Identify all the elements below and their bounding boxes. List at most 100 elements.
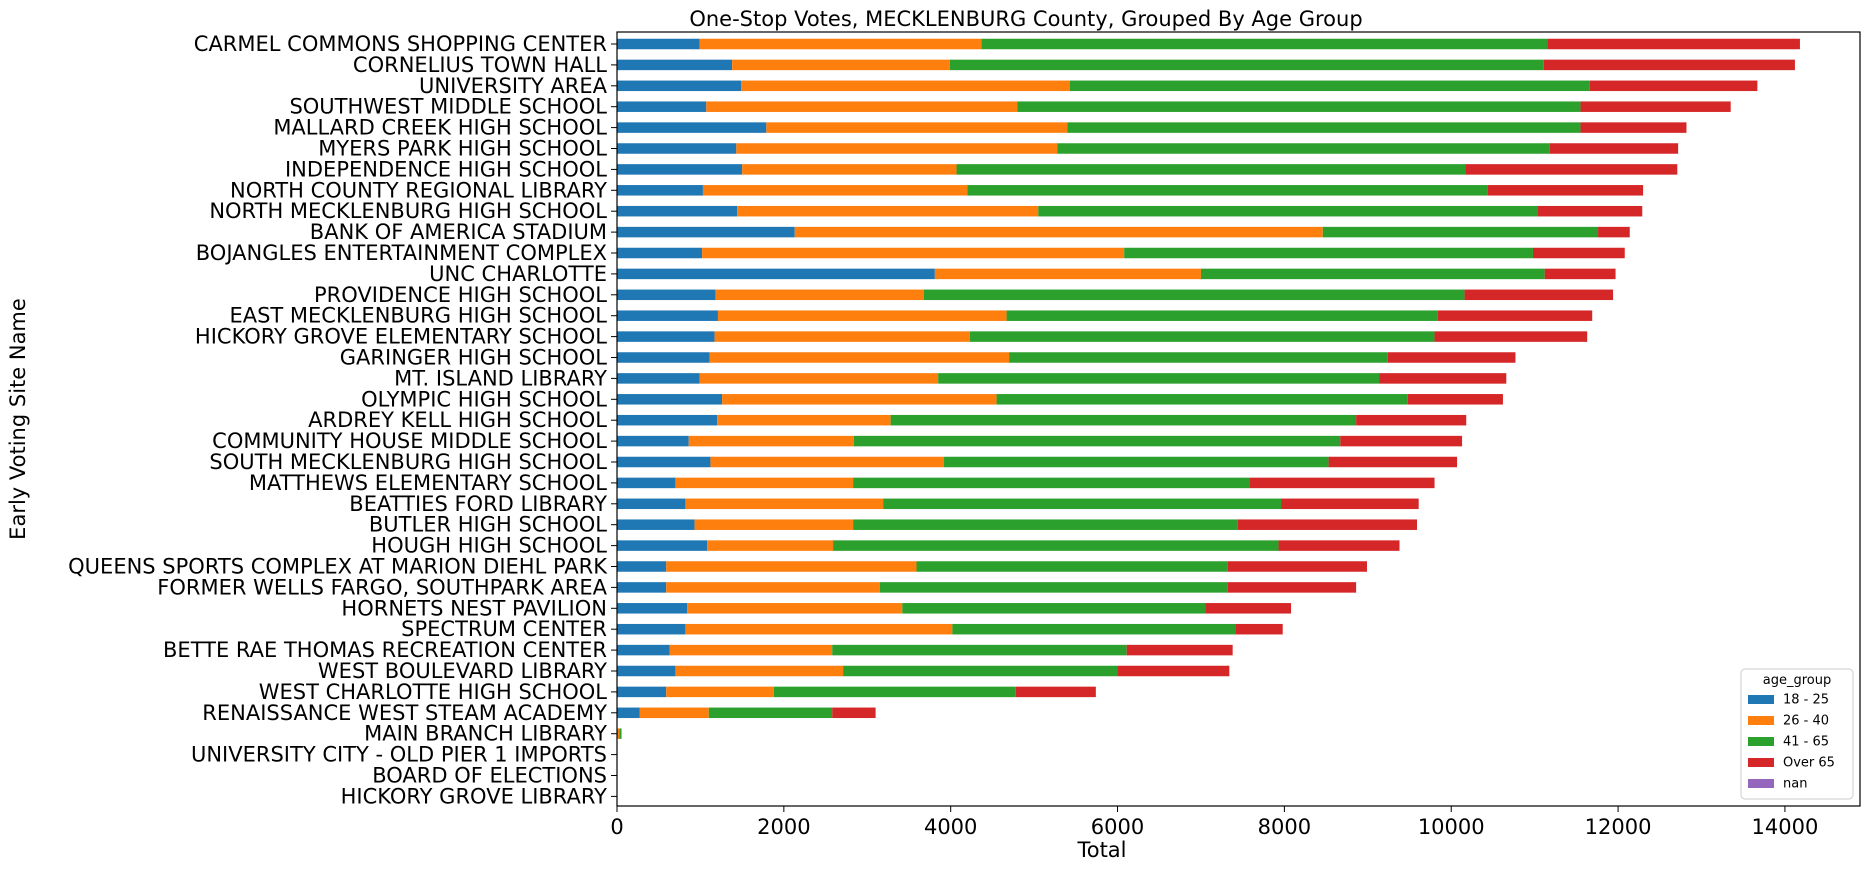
bar-segment [1589, 80, 1758, 92]
bar-segment [1407, 394, 1503, 405]
bar-segment [1544, 268, 1616, 280]
bars [617, 38, 1800, 739]
bar-segment [1464, 289, 1614, 301]
bar-segment [737, 205, 1039, 217]
bar-segment [709, 352, 1010, 363]
bar-segment [708, 707, 833, 719]
legend-swatch [1748, 779, 1774, 788]
bar-segment [923, 289, 1465, 301]
bar-segment [617, 59, 733, 71]
bar-segment [1356, 414, 1467, 426]
bar-segment [617, 519, 695, 530]
y-tick-label: BOARD OF ELECTIONS [372, 764, 607, 788]
bar-segment [617, 603, 688, 614]
bar-segment [944, 456, 1329, 468]
bar-segment [639, 707, 709, 719]
bar-segment [1126, 644, 1233, 656]
bar-segment [1549, 143, 1679, 154]
y-tick-label: BANK OF AMERICA STADIUM [310, 220, 607, 244]
y-tick-label: HOUGH HIGH SCHOOL [371, 534, 607, 558]
bar-segment [617, 373, 700, 384]
bar-segment [742, 164, 957, 175]
legend-label: 26 - 40 [1783, 714, 1829, 729]
bar-segment [1598, 226, 1630, 238]
bar-segment [617, 164, 743, 175]
legend-swatch [1748, 695, 1774, 704]
bar-segment [741, 80, 1070, 92]
legend-label: 18 - 25 [1783, 693, 1829, 708]
bar-segment [853, 519, 1238, 530]
y-tick-label: SOUTHWEST MIDDLE SCHOOL [289, 95, 607, 119]
bar-segment [1543, 59, 1795, 71]
y-tick-label: RENAISSANCE WEST STEAM ACADEMY [202, 701, 607, 725]
y-tick-label: SPECTRUM CENTER [401, 617, 607, 641]
bar-segment [617, 394, 723, 405]
bar-segment [617, 540, 708, 551]
bar-segment [1487, 185, 1644, 196]
bar-segment [722, 394, 997, 405]
bar-segment [996, 394, 1408, 405]
legend-items: 18 - 25 26 - 40 41 - 65 Over 65 nan [1748, 693, 1835, 792]
bar-segment [934, 268, 1201, 280]
bar-segment [967, 185, 1488, 196]
y-tick-label: MALLARD CREEK HIGH SCHOOL [273, 116, 607, 140]
bar-segment [1205, 603, 1292, 614]
bar-segment [1532, 247, 1625, 259]
bar-segment [617, 247, 703, 259]
y-tick-label: UNIVERSITY CITY - OLD PIER 1 IMPORTS [191, 743, 607, 767]
bar-segment [669, 644, 833, 656]
bar-segment [1249, 477, 1435, 489]
y-tick-label: HICKORY GROVE ELEMENTARY SCHOOL [195, 325, 607, 349]
y-tick-label: CARMEL COMMONS SHOPPING CENTER [194, 32, 607, 56]
bar-segment [1328, 456, 1458, 468]
y-tick-label: HICKORY GROVE LIBRARY [341, 784, 608, 808]
bar-segment [1437, 310, 1593, 321]
bar-segment [617, 310, 718, 321]
legend-label: Over 65 [1783, 756, 1835, 771]
bar-segment [879, 582, 1228, 593]
bar-segment [1580, 122, 1687, 133]
bar-segment [617, 268, 935, 280]
y-tick-label: OLYMPIC HIGH SCHOOL [361, 387, 607, 411]
bar-segment [1017, 101, 1581, 112]
legend-title: age_group [1763, 673, 1831, 688]
bar-segment [617, 477, 676, 489]
x-tick-label: 12000 [1585, 815, 1652, 839]
bar-segment [715, 289, 924, 301]
bar-segment [617, 38, 700, 50]
bar-segment [773, 686, 1016, 698]
bar-segment [706, 101, 1018, 112]
bar-segment [699, 38, 982, 50]
legend-swatch [1748, 716, 1774, 725]
y-tick-label: BETTE RAE THOMAS RECREATION CENTER [163, 638, 607, 662]
bar-segment [694, 519, 854, 530]
bar-segment [666, 582, 880, 593]
bar-segment [832, 707, 876, 719]
bar-segment [617, 143, 737, 154]
y-tick-label: BUTLER HIGH SCHOOL [369, 513, 607, 537]
bar-segment [617, 623, 686, 635]
y-tick-label: BEATTIES FORD LIBRARY [349, 492, 607, 516]
bar-segment [617, 561, 667, 572]
bar-segment [766, 122, 1068, 133]
bar-segment [702, 185, 968, 196]
bar-segment [666, 686, 774, 698]
bar-segment [710, 456, 945, 468]
bar-segment [617, 331, 715, 342]
bar-segment [969, 331, 1435, 342]
bar-segment [1434, 331, 1588, 342]
bar-segment [981, 38, 1548, 50]
bar-segment [617, 435, 689, 447]
bar-segment [1038, 205, 1538, 217]
bar-segment [619, 728, 622, 739]
bar-segment [717, 310, 1007, 321]
bar-segment [1580, 101, 1731, 112]
x-tick-label: 14000 [1752, 815, 1819, 839]
bar-segment [617, 226, 795, 238]
y-tick-label: MAIN BRANCH LIBRARY [364, 722, 607, 746]
bar-segment [1278, 540, 1400, 551]
bar-segment [617, 582, 667, 593]
y-tick-label: MYERS PARK HIGH SCHOOL [318, 137, 607, 161]
y-tick-label: CORNELIUS TOWN HALL [353, 53, 607, 77]
bar-segment [1067, 122, 1581, 133]
